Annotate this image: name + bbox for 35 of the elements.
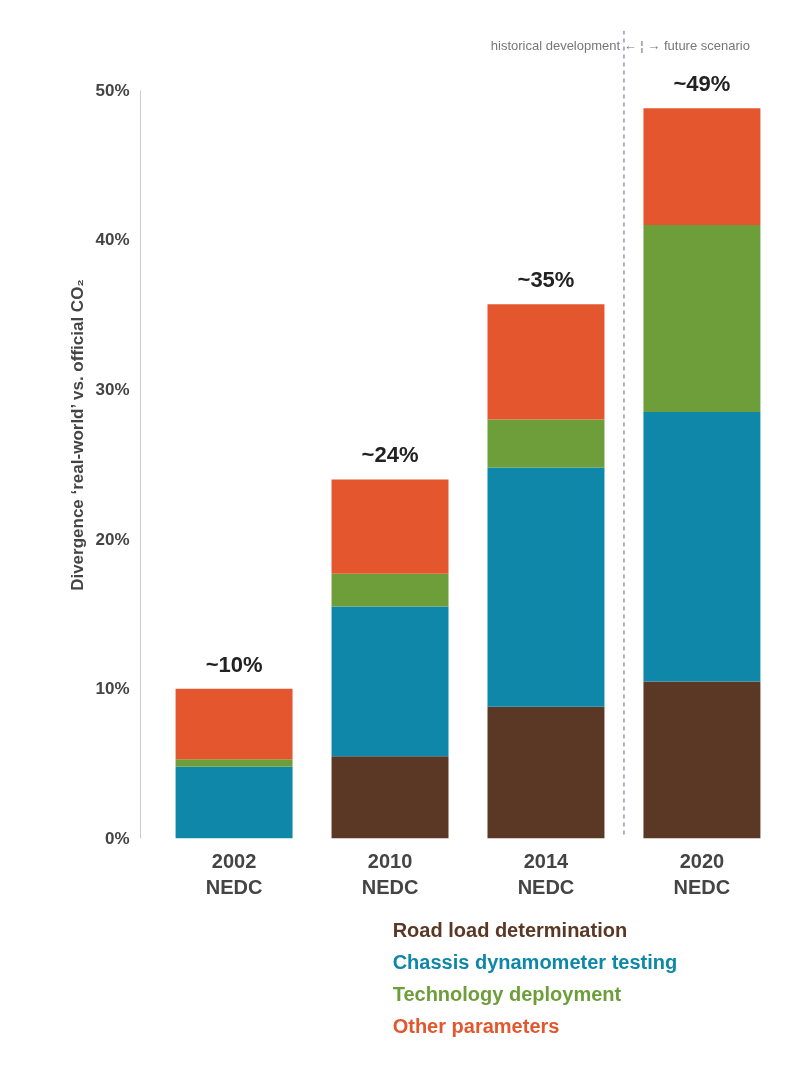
total-label: ~24% xyxy=(361,442,419,468)
text: historical development ← ¦ → future scenario xyxy=(490,37,750,53)
bar xyxy=(643,412,761,682)
bar xyxy=(175,688,293,760)
bar xyxy=(331,606,449,757)
y-tick-label: 10% xyxy=(95,679,130,699)
text: Technology deployment xyxy=(392,982,622,1005)
y-tick-label: 20% xyxy=(95,529,130,549)
y-tick-label: 50% xyxy=(95,80,130,100)
text: Other parameters xyxy=(392,1014,560,1037)
bar xyxy=(487,467,605,707)
bar xyxy=(331,756,449,839)
y-tick-label: 0% xyxy=(104,829,130,848)
bar xyxy=(487,706,605,839)
x-tick-label: 2014 NEDC xyxy=(517,849,575,898)
bar xyxy=(643,108,761,226)
bar xyxy=(331,479,449,574)
y-axis-title: Divergence ‘real-world’ vs. official CO₂ xyxy=(68,279,88,591)
y-tick-label: 30% xyxy=(95,380,130,400)
bar xyxy=(175,759,293,767)
x-tick-label: 2010 NEDC xyxy=(361,849,419,898)
bar xyxy=(487,419,605,468)
bar xyxy=(331,573,449,607)
total-label: ~35% xyxy=(517,267,575,293)
bar xyxy=(643,225,761,413)
text: Road load determination xyxy=(392,918,628,941)
bar xyxy=(643,681,761,839)
x-tick-label: 2020 NEDC xyxy=(673,849,731,898)
y-tick-label: 40% xyxy=(95,230,130,250)
total-label: ~49% xyxy=(673,71,731,97)
x-tick-label: 2002 NEDC xyxy=(205,849,263,898)
bar xyxy=(175,766,293,839)
total-label: ~10% xyxy=(205,651,263,677)
bar xyxy=(487,304,605,420)
text: Chassis dynamometer testing xyxy=(392,950,678,973)
